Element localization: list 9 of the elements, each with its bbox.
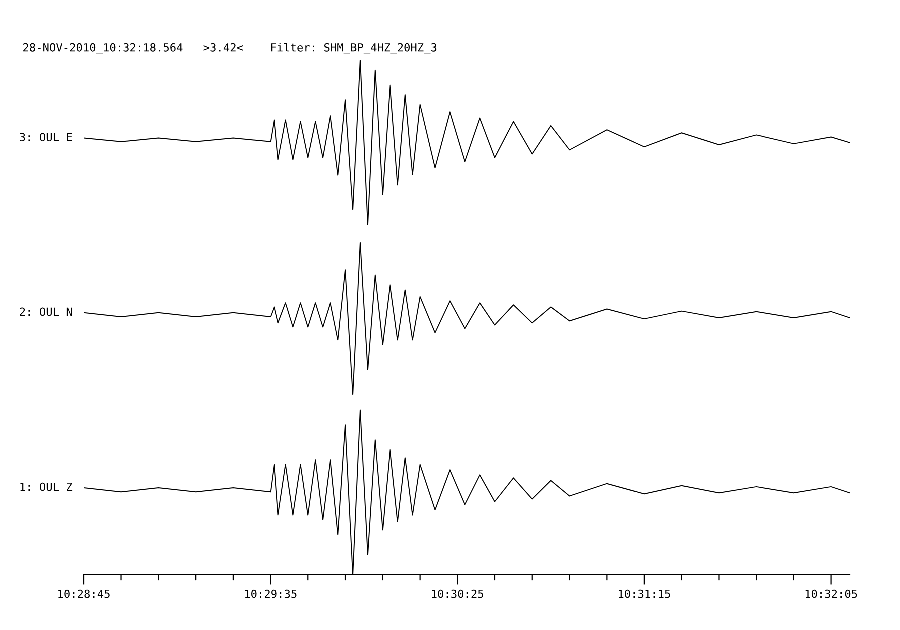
series-label: 3: OUL E [20, 133, 72, 142]
series-label: 1: OUL Z [20, 482, 73, 492]
x-tick-label: 10:28:45 [58, 590, 110, 598]
series-label: 2: OUL N [20, 308, 72, 316]
x-tick-label: 10:31:15 [619, 590, 670, 598]
x-tick-label: 10:30:25 [432, 590, 484, 598]
x-tick-label: 10:32:05 [806, 590, 858, 598]
chart-title: 28-NOV-2010_10:32:18.564 >3.42< Filter: SHM_BP_4HZ_20HZ_3 [24, 43, 437, 54]
x-tick-label: 10:29:35 [245, 590, 297, 598]
